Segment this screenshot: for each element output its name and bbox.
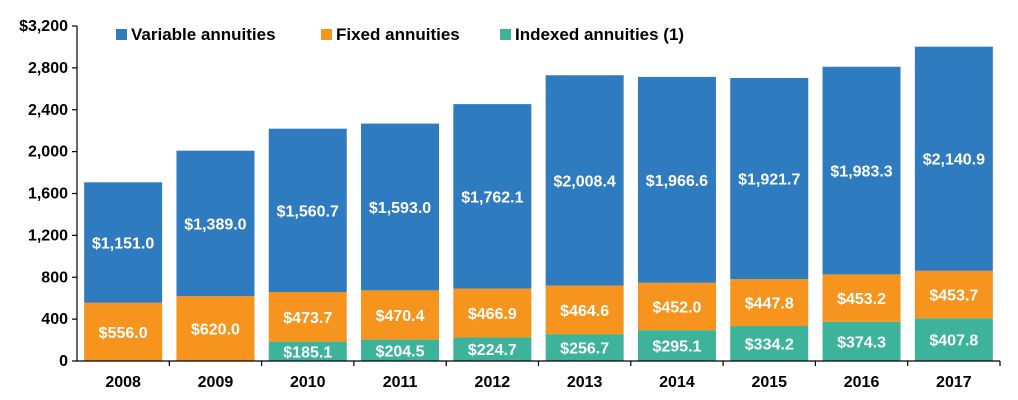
bar-segment [176, 150, 255, 297]
legend-label: Indexed annuities (1) [515, 25, 684, 44]
bar-group-2015: $334.2 $447.8 $1,921.7 [730, 77, 809, 361]
bar-segment [453, 337, 532, 361]
bar-segment [361, 339, 440, 361]
data-label: $1,983.3 [830, 164, 892, 181]
bar-group-2011: $204.5 $470.4 $1,593.0 [361, 123, 440, 361]
legend-item: Variable annuities [116, 25, 276, 44]
data-label: $620.0 [191, 322, 240, 339]
data-label: $1,966.6 [646, 173, 708, 190]
data-label: $1,762.1 [461, 189, 523, 206]
legend-label: Variable annuities [131, 25, 276, 44]
data-label: $1,593.0 [369, 200, 431, 217]
data-label: $464.6 [560, 303, 609, 320]
x-axis: 2008 2009 2010 2011 2012 2013 2014 2015 2016 2017 [77, 360, 1001, 391]
x-tick-label: 2008 [105, 374, 141, 391]
bar-group-2014: $295.1 $452.0 $1,966.6 [637, 76, 716, 361]
x-tick-label: 2009 [198, 374, 234, 391]
data-label: $374.3 [837, 334, 886, 351]
x-tick-label: 2013 [567, 374, 603, 391]
bar-group-2012: $224.7 $466.9 $1,762.1 [453, 104, 532, 361]
x-tick-label: 2016 [844, 374, 880, 391]
bar-segment [637, 76, 716, 283]
x-tick-label: 2011 [383, 374, 418, 391]
data-label: $224.7 [468, 342, 517, 359]
data-label: $452.0 [652, 299, 701, 316]
y-tick-label: 0 [59, 353, 68, 370]
y-tick-label: 2,400 [28, 102, 68, 119]
bar-segment [84, 182, 163, 303]
x-tick-label: 2014 [659, 374, 695, 391]
legend-item: Indexed annuities (1) [500, 25, 684, 44]
y-tick-label: 1,200 [28, 227, 68, 244]
data-label: $204.5 [376, 343, 425, 360]
x-tick-label: 2012 [475, 374, 511, 391]
y-tick-label: 1,600 [28, 186, 68, 203]
bar-segment [268, 128, 347, 293]
legend-swatch [116, 29, 127, 40]
y-tick-label: 2,000 [28, 144, 68, 161]
bar-group-2016: $374.3 $453.2 $1,983.3 [822, 66, 901, 361]
data-label: $1,921.7 [738, 172, 800, 189]
bar-segment [637, 282, 716, 331]
bar-segment [545, 334, 624, 361]
bar-segment [453, 104, 532, 289]
legend-item: Fixed annuities [321, 25, 460, 44]
x-tick-label: 2015 [751, 374, 787, 391]
data-label: $2,140.9 [923, 152, 985, 169]
bar-segment [268, 292, 347, 342]
y-axis: 0 400 800 1,200 1,600 2,000 2,400 2,800 $3,200 [19, 18, 78, 370]
bar-segment [914, 318, 993, 361]
bar-group-2013: $256.7 $464.6 $2,008.4 [545, 75, 624, 361]
bar-segment [730, 279, 809, 327]
data-label: $473.7 [283, 310, 332, 327]
data-label: $334.2 [745, 337, 794, 354]
legend-swatch [321, 29, 332, 40]
chart-legend: Variable annuities Fixed annuities Indexed… [116, 25, 684, 44]
bar-segment [361, 290, 440, 340]
bar-segment [730, 77, 809, 280]
bar-group-2008: $556.0 $1,151.0 [84, 182, 163, 361]
data-label: $453.7 [929, 288, 978, 305]
data-label: $1,151.0 [92, 236, 154, 253]
data-label: $295.1 [652, 339, 701, 356]
data-label: $447.8 [745, 296, 794, 313]
data-label: $1,560.7 [277, 203, 339, 220]
bar-segment [453, 288, 532, 338]
data-label: $466.9 [468, 306, 517, 323]
bar-segment [176, 296, 255, 361]
data-label: $407.8 [929, 333, 978, 350]
bar-segment [545, 75, 624, 286]
bar-segment [730, 326, 809, 361]
y-tick-label: $3,200 [19, 18, 68, 35]
legend-swatch [500, 29, 511, 40]
data-label: $185.1 [283, 344, 332, 361]
bar-segment [822, 66, 901, 275]
bars: $556.0 $1,151.0 $620.0 $1,389.0 $185.1 $473.7… [84, 46, 993, 361]
bar-segment [268, 341, 347, 361]
bar-segment [361, 123, 440, 291]
bar-segment [914, 270, 993, 319]
bar-segment [84, 302, 163, 361]
bar-segment [822, 274, 901, 322]
data-label: $556.0 [99, 325, 148, 342]
x-tick-label: 2010 [290, 374, 326, 391]
bar-group-2017: $407.8 $453.7 $2,140.9 [914, 46, 993, 361]
data-label: $470.4 [376, 308, 425, 325]
data-label: $453.2 [837, 291, 886, 308]
y-tick-label: 2,800 [28, 60, 68, 77]
bar-segment [914, 46, 993, 271]
y-tick-label: 400 [41, 311, 68, 328]
data-label: $1,389.0 [184, 216, 246, 233]
legend-label: Fixed annuities [336, 25, 460, 44]
data-label: $256.7 [560, 341, 609, 358]
y-tick-label: 800 [41, 269, 68, 286]
data-label: $2,008.4 [554, 173, 616, 190]
bar-segment [822, 321, 901, 361]
x-tick-label: 2017 [936, 374, 972, 391]
bar-group-2010: $185.1 $473.7 $1,560.7 [268, 128, 347, 361]
bar-segment [545, 285, 624, 335]
bar-group-2009: $620.0 $1,389.0 [176, 150, 255, 361]
bar-segment [637, 330, 716, 361]
